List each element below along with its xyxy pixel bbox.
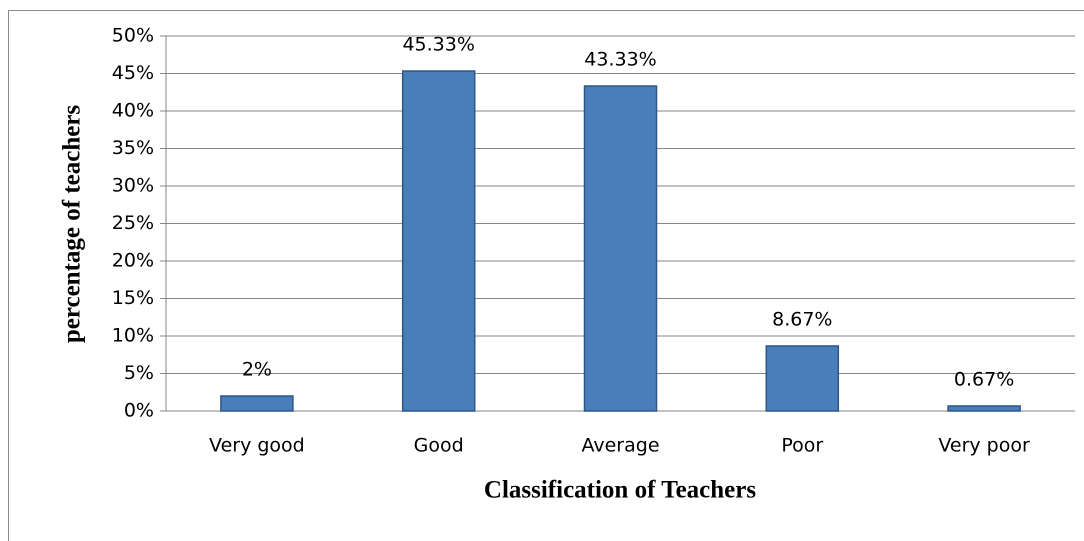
data-label: 43.33% — [584, 49, 656, 71]
x-tick-label: Very poor — [938, 435, 1030, 457]
y-tick-label: 50% — [112, 25, 154, 47]
y-tick-label: 45% — [112, 62, 154, 84]
bar — [765, 345, 840, 412]
x-tick-label: Very good — [209, 435, 305, 457]
x-tick-label: Good — [414, 435, 464, 457]
y-axis-title: percentage of teachers — [59, 105, 86, 344]
x-axis-title: Classification of Teachers — [484, 477, 756, 504]
data-label: 2% — [242, 359, 272, 381]
data-label: 0.67% — [954, 368, 1014, 390]
y-tick-label: 15% — [112, 287, 154, 309]
chart-frame — [8, 10, 1084, 541]
bar — [220, 395, 294, 412]
x-tick-label: Average — [581, 435, 659, 457]
y-tick-label: 40% — [112, 100, 154, 122]
y-tick-label: 5% — [124, 362, 154, 384]
y-tick-label: 25% — [112, 212, 154, 234]
bar — [947, 405, 1021, 412]
data-label: 8.67% — [772, 308, 832, 330]
y-tick-label: 10% — [112, 325, 154, 347]
y-tick-label: 35% — [112, 137, 154, 159]
y-tick-label: 30% — [112, 175, 154, 197]
bar — [401, 70, 476, 412]
y-tick-label: 20% — [112, 250, 154, 272]
bar — [583, 85, 658, 412]
data-label: 45.33% — [402, 34, 474, 56]
y-tick-label: 0% — [124, 400, 154, 422]
x-tick-label: Poor — [781, 435, 823, 457]
